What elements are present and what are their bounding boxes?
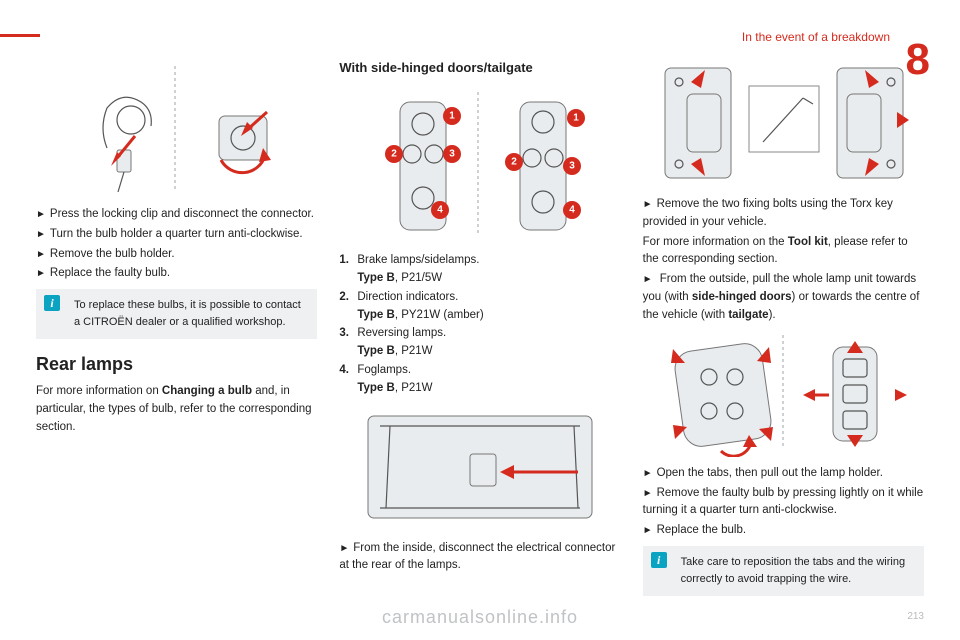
svg-text:4: 4 — [437, 205, 443, 216]
step-text: Open the tabs, then pull out the lamp ho… — [643, 465, 924, 483]
text: For more information on the — [643, 236, 788, 248]
legend-sub-bold: Type B — [357, 272, 395, 284]
columns: Press the locking clip and disconnect th… — [36, 58, 924, 618]
legend-item: 4. Foglamps. Type B, P21W — [339, 362, 620, 398]
legend-text: Direction indicators. — [357, 291, 458, 303]
step-text: Press the locking clip and disconnect th… — [36, 206, 317, 224]
column-1: Press the locking clip and disconnect th… — [36, 58, 317, 618]
info-icon: i — [651, 552, 667, 568]
step-text: Replace the bulb. — [643, 522, 924, 540]
legend-sub-bold: Type B — [357, 382, 395, 394]
step-text: Remove the faulty bulb by pressing light… — [643, 485, 924, 521]
legend-num: 1. — [339, 252, 349, 270]
step-text: Replace the faulty bulb. — [36, 265, 317, 283]
text-bold: side-hinged doors — [692, 291, 792, 303]
para-toolkit: For more information on the Tool kit, pl… — [643, 234, 924, 270]
step-text: Remove the two fixing bolts using the To… — [643, 196, 924, 232]
figure-disconnect-connector — [339, 402, 620, 532]
svg-text:3: 3 — [449, 149, 455, 160]
info-text: Take care to reposition the tabs and the… — [681, 554, 914, 588]
legend-item: 3. Reversing lamps. Type B, P21W — [339, 325, 620, 361]
svg-text:1: 1 — [573, 113, 579, 124]
legend-sub: , P21W — [395, 382, 433, 394]
header-red-bar — [0, 34, 40, 37]
legend-item: 1. Brake lamps/sidelamps. Type B, P21/5W — [339, 252, 620, 288]
legend-text: Foglamps. — [357, 364, 411, 376]
info-box: i To replace these bulbs, it is possible… — [36, 289, 317, 339]
legend-sub: , PY21W (amber) — [395, 309, 484, 321]
page-number: 213 — [907, 611, 924, 622]
legend-sub-bold: Type B — [357, 345, 395, 357]
manual-page: In the event of a breakdown 8 — [0, 0, 960, 640]
figure-lamp-clusters: 1 2 3 4 1 2 3 4 — [339, 84, 620, 244]
heading-doors-tailgate: With side-hinged doors/tailgate — [339, 58, 620, 78]
step-text: From the inside, disconnect the electric… — [339, 540, 620, 576]
svg-text:4: 4 — [569, 205, 575, 216]
info-icon: i — [44, 295, 60, 311]
lamp-legend: 1.Brake lamps/sidelamps.Type B, P21/5W 2… — [339, 252, 620, 398]
figure-bulb-holder — [36, 58, 317, 198]
svg-text:2: 2 — [391, 149, 397, 160]
heading-rear-lamps: Rear lamps — [36, 351, 317, 379]
svg-text:1: 1 — [449, 111, 455, 122]
svg-text:2: 2 — [511, 157, 517, 168]
info-box: i Take care to reposition the tabs and t… — [643, 546, 924, 596]
text-bold: Tool kit — [788, 236, 828, 248]
step-text: Remove the bulb holder. — [36, 246, 317, 264]
svg-text:3: 3 — [569, 161, 575, 172]
legend-num: 2. — [339, 289, 349, 307]
text: ). — [769, 309, 776, 321]
section-title: In the event of a breakdown — [742, 30, 890, 44]
text-bold: tailgate — [728, 309, 768, 321]
figure-torx-bolts — [643, 58, 924, 188]
watermark: carmanualsonline.info — [0, 607, 960, 628]
legend-sub-bold: Type B — [357, 309, 395, 321]
figure-lamp-holders — [643, 327, 924, 457]
column-2: With side-hinged doors/tailgate 1 2 3 — [339, 58, 620, 618]
step-text: From the outside, pull the whole lamp un… — [643, 271, 924, 324]
info-text: To replace these bulbs, it is possible t… — [74, 297, 307, 331]
legend-sub: , P21/5W — [395, 272, 442, 284]
chapter-number: 8 — [906, 38, 930, 82]
legend-sub: , P21W — [395, 345, 433, 357]
step-text: Turn the bulb holder a quarter turn anti… — [36, 226, 317, 244]
legend-text: Reversing lamps. — [357, 327, 446, 339]
para-changing-bulb: For more information on Changing a bulb … — [36, 383, 317, 436]
text-bold: Changing a bulb — [162, 385, 252, 397]
legend-text: Brake lamps/sidelamps. — [357, 254, 479, 266]
column-3: Remove the two fixing bolts using the To… — [643, 58, 924, 618]
legend-num: 3. — [339, 325, 349, 343]
legend-item: 2. Direction indicators. Type B, PY21W (am… — [339, 289, 620, 325]
text: For more information on — [36, 385, 162, 397]
legend-num: 4. — [339, 362, 349, 380]
